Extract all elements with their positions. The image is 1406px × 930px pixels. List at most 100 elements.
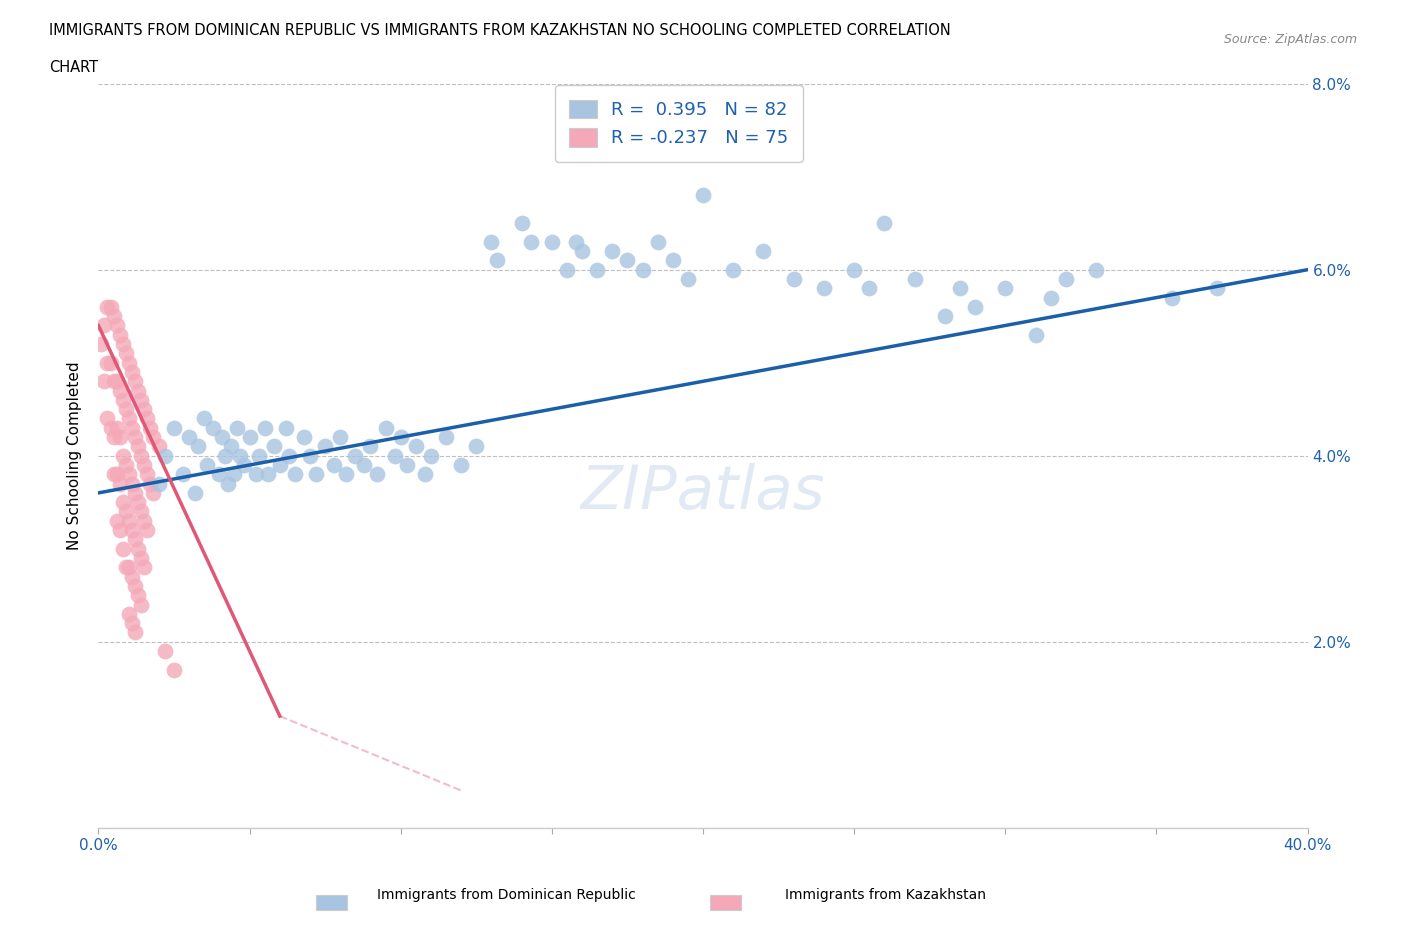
Point <box>420 448 443 463</box>
Point <box>366 467 388 482</box>
Point <box>139 420 162 435</box>
Point <box>224 467 246 482</box>
Point <box>481 234 503 249</box>
Point <box>723 262 745 277</box>
Point <box>187 439 209 454</box>
Point <box>111 337 134 352</box>
Point <box>105 467 128 482</box>
Point <box>124 374 146 389</box>
Point <box>100 299 122 314</box>
Point <box>139 476 162 491</box>
Point <box>292 430 315 445</box>
Point <box>163 662 186 677</box>
Point <box>118 560 141 575</box>
Point <box>127 383 149 398</box>
Point <box>510 216 533 231</box>
Point <box>90 337 112 352</box>
Point <box>858 281 880 296</box>
Point <box>305 467 328 482</box>
Point <box>121 420 143 435</box>
Point <box>124 485 146 500</box>
Point <box>565 234 588 249</box>
Point <box>519 234 541 249</box>
Point <box>195 458 218 472</box>
Point <box>124 625 146 640</box>
Point <box>118 513 141 528</box>
Point <box>108 430 131 445</box>
Point <box>111 541 134 556</box>
Point <box>384 448 406 463</box>
Point <box>105 513 128 528</box>
Point <box>374 420 396 435</box>
Point <box>148 439 170 454</box>
Point <box>277 448 299 463</box>
Point <box>114 504 136 519</box>
Point <box>103 467 125 482</box>
Point <box>676 272 699 286</box>
Point <box>179 430 201 445</box>
Text: ZIPatlas: ZIPatlas <box>581 463 825 523</box>
Point <box>211 430 233 445</box>
Point <box>245 467 267 482</box>
Point <box>111 495 134 510</box>
Point <box>949 281 972 296</box>
Point <box>163 420 186 435</box>
Point <box>103 430 125 445</box>
Text: Immigrants from Dominican Republic: Immigrants from Dominican Republic <box>377 888 636 902</box>
Point <box>114 402 136 417</box>
Point <box>96 355 118 370</box>
Point <box>232 458 254 472</box>
Point <box>934 309 956 324</box>
Point <box>450 458 472 472</box>
Point <box>96 411 118 426</box>
Point <box>873 216 896 231</box>
Point <box>631 262 654 277</box>
Point <box>994 281 1017 296</box>
Point <box>93 318 115 333</box>
Point <box>465 439 488 454</box>
Point <box>93 374 115 389</box>
Point <box>118 355 141 370</box>
Point <box>602 244 624 259</box>
Point <box>752 244 775 259</box>
Point <box>135 411 157 426</box>
Point <box>153 448 176 463</box>
Point <box>121 569 143 584</box>
Point <box>1024 327 1046 342</box>
Text: Source: ZipAtlas.com: Source: ZipAtlas.com <box>1223 33 1357 46</box>
Point <box>132 560 155 575</box>
Point <box>208 467 231 482</box>
Point <box>1206 281 1229 296</box>
Point <box>813 281 835 296</box>
Point <box>111 448 134 463</box>
Point <box>108 523 131 538</box>
Point <box>108 327 131 342</box>
Point <box>323 458 346 472</box>
Point <box>121 365 143 379</box>
Point <box>129 597 152 612</box>
Point <box>844 262 866 277</box>
Point <box>135 523 157 538</box>
Point <box>263 439 285 454</box>
Point <box>586 262 609 277</box>
Point <box>127 588 149 603</box>
Point <box>692 188 714 203</box>
Point <box>1160 290 1182 305</box>
Text: IMMIGRANTS FROM DOMINICAN REPUBLIC VS IMMIGRANTS FROM KAZAKHSTAN NO SCHOOLING CO: IMMIGRANTS FROM DOMINICAN REPUBLIC VS IM… <box>49 23 950 38</box>
Text: CHART: CHART <box>49 60 98 75</box>
Legend: R =  0.395   N = 82, R = -0.237   N = 75: R = 0.395 N = 82, R = -0.237 N = 75 <box>555 86 803 162</box>
Point <box>256 467 278 482</box>
Point <box>269 458 291 472</box>
Point <box>114 458 136 472</box>
Point <box>229 448 252 463</box>
Point <box>96 299 118 314</box>
Point <box>148 476 170 491</box>
Point <box>121 523 143 538</box>
Point <box>353 458 375 472</box>
Point <box>239 430 262 445</box>
Point <box>118 606 141 621</box>
Point <box>124 430 146 445</box>
Point <box>247 448 270 463</box>
Point <box>153 644 176 658</box>
Point <box>132 402 155 417</box>
